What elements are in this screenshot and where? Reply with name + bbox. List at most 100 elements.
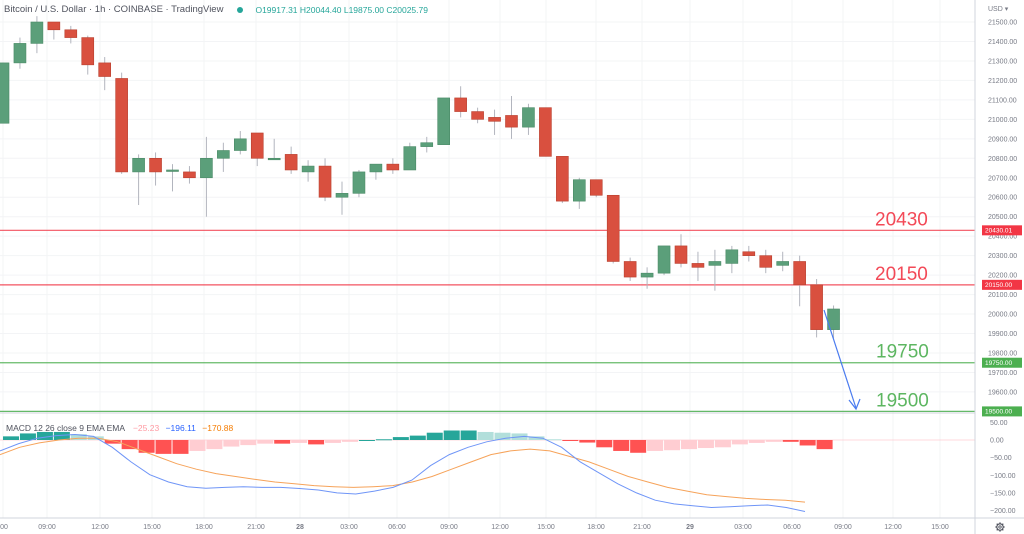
- candle: [488, 117, 501, 122]
- macd-histogram-bar: [291, 440, 308, 443]
- time-tick: 15:00: [931, 524, 949, 531]
- candle: [759, 255, 773, 268]
- macd-tick: −100.00: [990, 473, 1016, 480]
- candle: [572, 179, 586, 202]
- macd-histogram-bar: [3, 436, 19, 440]
- time-tick: 06:00: [783, 524, 801, 531]
- macd-histogram-bar: [562, 440, 579, 441]
- price-tick: 20300.00: [988, 253, 1017, 260]
- currency-selector[interactable]: USD ▾: [988, 6, 1009, 13]
- macd-histogram-bar: [70, 434, 87, 440]
- macd-histogram-bar: [325, 440, 342, 443]
- macd-histogram-bar: [613, 440, 630, 451]
- price-tick: 19800.00: [988, 350, 1017, 357]
- macd-histogram-bar: [53, 431, 70, 440]
- candle: [250, 132, 264, 159]
- candle: [606, 194, 620, 262]
- macd-tick: 0.00: [990, 438, 1004, 445]
- level-label-20150: 20150: [875, 264, 928, 285]
- macd-histogram-bar: [375, 439, 392, 441]
- price-tag-19750: [982, 357, 1022, 368]
- candle: [335, 193, 349, 198]
- time-axis[interactable]: :00 09:00 12:00 15:00 18:00 21:00 28 03:00 06:00…: [0, 524, 949, 531]
- macd-histogram-bar: [782, 440, 799, 442]
- price-tick: 20100.00: [988, 292, 1017, 299]
- macd-histogram-bar: [545, 439, 562, 441]
- macd-histogram-bar: [681, 440, 697, 450]
- time-tick: 15:00: [537, 524, 555, 531]
- candle: [183, 171, 196, 179]
- time-tick: 28: [296, 524, 304, 531]
- svg-text:20150.00: 20150.00: [985, 282, 1012, 289]
- price-axis[interactable]: USD ▾ 21500.00 21400.00 21300.00 21200.00 211…: [982, 6, 1022, 417]
- macd-tick: −200.00: [990, 508, 1016, 515]
- macd-signal-value: −170.88: [202, 423, 234, 433]
- ohlc-values: O19917.31 H20044.40 L19875.00 C20025.79: [255, 4, 428, 15]
- candle: [98, 62, 111, 77]
- macd-histogram-bar: [460, 430, 477, 440]
- price-tick: 21100.00: [988, 97, 1017, 104]
- time-tick: 29: [686, 524, 694, 531]
- macd-histogram-bar: [189, 440, 206, 451]
- candle: [742, 251, 756, 256]
- price-tick: 19600.00: [988, 389, 1017, 396]
- time-tick: 18:00: [587, 524, 605, 531]
- time-tick: 12:00: [91, 524, 109, 531]
- macd-histogram-bar: [579, 440, 596, 443]
- candle: [369, 163, 383, 173]
- macd-histogram-bar: [392, 437, 409, 440]
- macd-label[interactable]: MACD 12 26 close 9 EMA EMA: [6, 423, 125, 433]
- price-tick: 21000.00: [988, 117, 1017, 124]
- down-arrow-annotation: [823, 309, 861, 411]
- candle: [623, 261, 637, 278]
- time-tick: :00: [0, 524, 8, 531]
- candle: [81, 37, 95, 66]
- price-tick: 21200.00: [988, 78, 1017, 85]
- time-tick: 09:00: [38, 524, 56, 531]
- macd-histogram-bar: [647, 440, 664, 451]
- macd-histogram-bar: [257, 440, 274, 444]
- macd-histogram-bar: [36, 431, 53, 440]
- time-tick: 03:00: [734, 524, 752, 531]
- macd-histogram-bar: [426, 432, 443, 440]
- macd-histogram-bar: [19, 433, 36, 440]
- candle: [471, 111, 484, 120]
- candle: [556, 156, 569, 202]
- price-tag-19500: [982, 406, 1022, 417]
- macd-histogram-bar: [494, 432, 511, 440]
- macd-axis[interactable]: 50.00 0.00 −50.00 −100.00 −150.00 −200.00: [990, 420, 1016, 515]
- candle: [234, 138, 247, 151]
- candle: [386, 163, 400, 171]
- candle: [420, 142, 434, 147]
- level-label-19750: 19750: [876, 342, 929, 363]
- macd-histogram-bar: [477, 431, 494, 440]
- time-tick: 21:00: [247, 524, 265, 531]
- macd-histogram-bar: [104, 440, 121, 444]
- symbol-title[interactable]: Bitcoin / U.S. Dollar · 1h · COINBASE · …: [4, 4, 224, 15]
- time-tick: 18:00: [195, 524, 213, 531]
- chart-header: Bitcoin / U.S. Dollar · 1h · COINBASE · …: [4, 4, 428, 15]
- candle: [301, 165, 315, 173]
- candle: [674, 245, 688, 264]
- time-tick: 03:00: [340, 524, 358, 531]
- macd-line: [0, 433, 806, 512]
- macd-histogram-bar: [138, 440, 155, 453]
- macd-histogram-bar: [206, 440, 223, 450]
- macd-histogram-bar: [274, 440, 291, 444]
- macd-tick: −50.00: [990, 455, 1012, 462]
- settings-gear-icon[interactable]: [995, 522, 1005, 532]
- candle: [47, 21, 61, 31]
- macd-histogram-bar: [697, 440, 714, 449]
- macd-histogram-bar: [731, 440, 748, 445]
- candle: [284, 154, 298, 171]
- macd-histogram-bar: [664, 440, 681, 451]
- candle: [267, 157, 281, 161]
- macd-tick: −150.00: [990, 490, 1016, 497]
- macd-histogram-bar: [409, 435, 426, 440]
- price-tick: 20900.00: [988, 136, 1017, 143]
- time-tick: 12:00: [884, 524, 902, 531]
- svg-text:20430.01: 20430.01: [985, 228, 1012, 235]
- time-tick: 21:00: [633, 524, 651, 531]
- macd-pane: [0, 430, 975, 512]
